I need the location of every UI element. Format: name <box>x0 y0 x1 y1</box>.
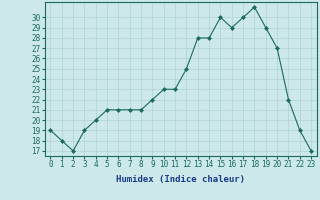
X-axis label: Humidex (Indice chaleur): Humidex (Indice chaleur) <box>116 175 245 184</box>
